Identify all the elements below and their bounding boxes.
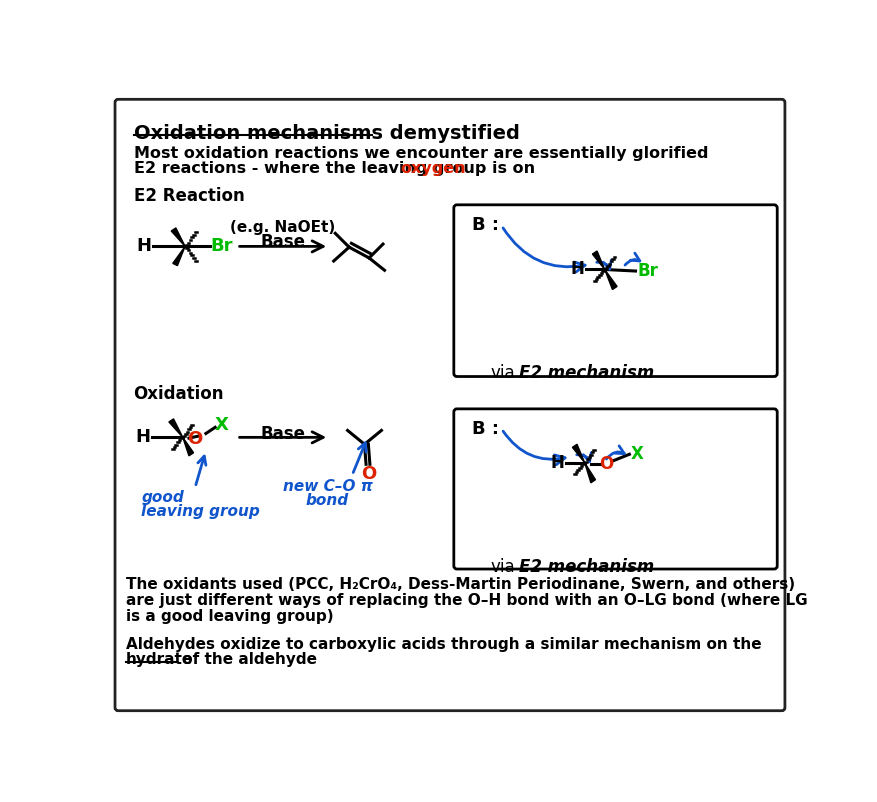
Text: Aldehydes oxidize to carboxylic acids through a similar mechanism on the: Aldehydes oxidize to carboxylic acids th…: [125, 637, 760, 652]
Text: Oxidation: Oxidation: [133, 385, 224, 403]
Text: E2 Reaction: E2 Reaction: [133, 187, 244, 205]
Polygon shape: [584, 463, 595, 483]
Text: good: good: [141, 491, 184, 505]
Polygon shape: [604, 269, 617, 290]
Text: via: via: [490, 558, 515, 577]
Polygon shape: [171, 228, 185, 246]
Polygon shape: [168, 419, 182, 437]
Text: B :: B :: [472, 216, 499, 233]
Polygon shape: [592, 251, 604, 269]
FancyBboxPatch shape: [453, 205, 776, 376]
Text: O: O: [188, 430, 203, 448]
Text: is a good leaving group): is a good leaving group): [125, 609, 333, 624]
Text: Br: Br: [210, 237, 232, 255]
Text: The oxidants used (PCC, H₂CrO₄, Dess-Martin Periodinane, Swern, and others): The oxidants used (PCC, H₂CrO₄, Dess-Mar…: [125, 577, 794, 592]
Text: are just different ways of replacing the O–H bond with an O–LG bond (where LG: are just different ways of replacing the…: [125, 593, 807, 608]
Text: of the aldehyde: of the aldehyde: [176, 652, 317, 667]
Text: oxygen: oxygen: [399, 161, 465, 176]
Text: leaving group: leaving group: [141, 504, 260, 520]
Text: E2 mechanism: E2 mechanism: [518, 364, 653, 383]
Text: H: H: [550, 454, 563, 472]
Text: Oxidation mechanisms demystified: Oxidation mechanisms demystified: [133, 124, 519, 143]
Text: hydrate: hydrate: [125, 652, 193, 667]
Text: E2 mechanism: E2 mechanism: [518, 558, 653, 577]
FancyBboxPatch shape: [115, 99, 784, 711]
Text: H: H: [137, 237, 152, 255]
Text: B :: B :: [472, 419, 499, 438]
FancyBboxPatch shape: [453, 409, 776, 569]
Polygon shape: [182, 437, 193, 456]
Text: Base: Base: [260, 233, 305, 251]
Text: E2 reactions - where the leaving group is on: E2 reactions - where the leaving group i…: [133, 161, 539, 176]
Text: Br: Br: [637, 262, 658, 280]
Text: new C–O π: new C–O π: [282, 479, 372, 494]
Polygon shape: [173, 246, 185, 265]
Text: (e.g. NaOEt): (e.g. NaOEt): [230, 221, 335, 235]
Text: H: H: [569, 261, 583, 278]
Text: bond: bond: [305, 492, 349, 508]
Text: O: O: [361, 464, 376, 483]
Text: X: X: [630, 444, 643, 463]
Text: H: H: [135, 428, 150, 447]
Text: via: via: [490, 364, 515, 383]
Text: Most oxidation reactions we encounter are essentially glorified: Most oxidation reactions we encounter ar…: [133, 145, 707, 160]
Text: O: O: [598, 456, 613, 473]
Polygon shape: [572, 444, 584, 463]
Text: Base: Base: [260, 425, 305, 443]
Text: X: X: [214, 416, 228, 434]
